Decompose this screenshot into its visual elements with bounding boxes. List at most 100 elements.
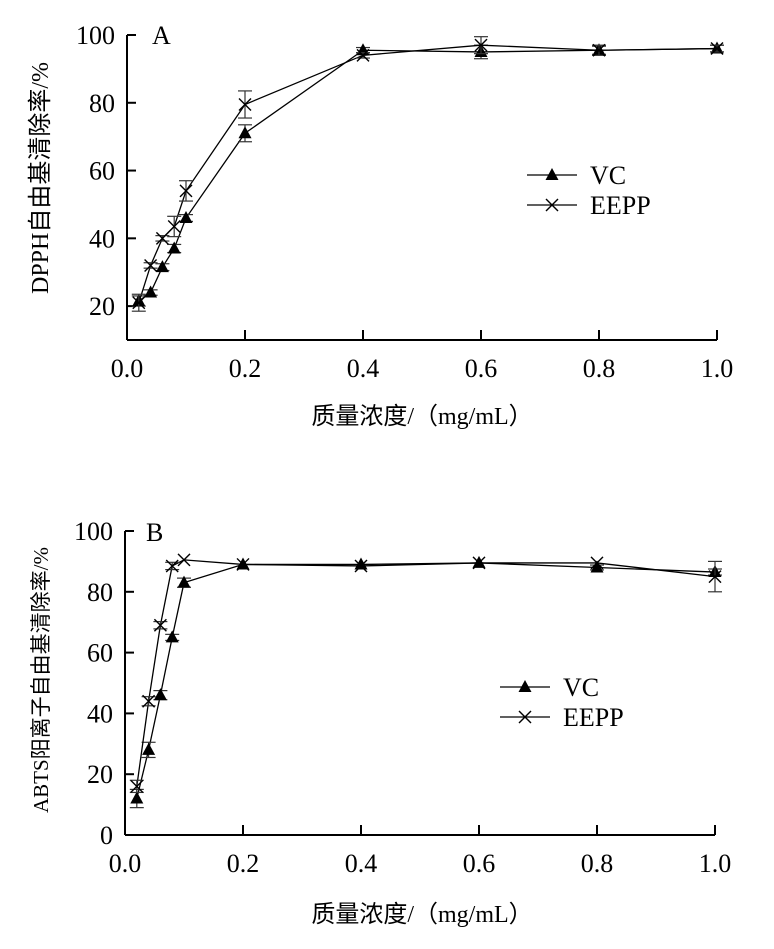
x-marker-stroke xyxy=(356,48,370,62)
data-point-eepp xyxy=(356,48,370,62)
data-point-vc xyxy=(165,630,179,643)
x-marker-stroke xyxy=(132,296,146,310)
y-tick-label: 40 xyxy=(89,224,115,253)
y-tick-label: 60 xyxy=(87,639,113,668)
data-point-vc xyxy=(177,575,191,588)
x-marker-stroke xyxy=(167,219,181,233)
x-marker-stroke xyxy=(155,231,169,245)
data-point-eepp xyxy=(153,618,167,632)
series-eepp xyxy=(129,553,722,794)
data-point-vc xyxy=(236,557,250,570)
x-tick-label: 0.6 xyxy=(463,849,496,878)
y-tick-label: 80 xyxy=(89,89,115,118)
data-point-vc xyxy=(130,791,144,804)
data-point-eepp xyxy=(590,556,604,570)
x-tick-label: 0.4 xyxy=(347,354,380,383)
x-marker-stroke xyxy=(474,38,488,52)
data-point-eepp xyxy=(472,556,486,570)
data-point-vc xyxy=(155,260,169,273)
data-point-eepp xyxy=(155,231,169,245)
legend-label-vc: VC xyxy=(563,673,599,702)
data-point-vc xyxy=(472,555,486,568)
x-axis-title: 质量浓度/（mg/mL） xyxy=(311,901,532,928)
chart-panel-b: 0 20 40 60 80 100 0.0 0.2 0.4 0.6 0.8 1.0 质量浓度/（mg/m… xyxy=(29,517,731,928)
x-tick-label: 1.0 xyxy=(701,354,734,383)
x-marker-stroke xyxy=(590,556,604,570)
y-tick-label: 80 xyxy=(87,578,113,607)
x-marker-stroke xyxy=(179,184,193,198)
data-point-eepp xyxy=(592,43,606,57)
data-point-vc xyxy=(354,557,368,570)
x-marker-stroke xyxy=(142,694,156,708)
x-marker-stroke xyxy=(130,779,144,793)
data-point-eepp xyxy=(236,557,250,571)
data-point-vc xyxy=(167,241,181,254)
x-marker-stroke xyxy=(708,570,722,584)
y-tick-label: 20 xyxy=(87,760,113,789)
data-point-eepp xyxy=(179,184,193,198)
x-marker-stroke xyxy=(472,556,486,570)
x-marker-stroke xyxy=(518,710,532,724)
data-point-eepp xyxy=(132,296,146,310)
x-axis-title: 质量浓度/（mg/mL） xyxy=(311,403,532,430)
legend-marker-vc xyxy=(518,680,532,692)
x-tick-label: 0.0 xyxy=(109,849,142,878)
legend-label-eepp: EEPP xyxy=(590,191,651,220)
y-tick-label: 0 xyxy=(100,821,113,850)
y-tick-label: 100 xyxy=(74,517,113,546)
data-point-vc xyxy=(142,742,156,755)
series-line-eepp xyxy=(136,559,716,787)
legend-marker-eepp xyxy=(545,198,559,212)
data-point-vc xyxy=(238,126,252,139)
data-point-eepp xyxy=(144,258,158,272)
series-eepp xyxy=(131,36,724,312)
data-point-eepp xyxy=(130,779,144,793)
data-point-eepp xyxy=(165,559,179,573)
data-point-eepp xyxy=(142,694,156,708)
x-marker-stroke xyxy=(236,557,250,571)
legend-label-eepp: EEPP xyxy=(563,703,624,732)
x-tick-label: 0.2 xyxy=(229,354,262,383)
x-marker-stroke xyxy=(710,42,724,56)
y-tick-label: 60 xyxy=(89,157,115,186)
x-tick-label: 0.8 xyxy=(581,849,614,878)
chart-panel-a: 20 40 60 80 100 0.0 0.2 0.4 0.6 0.8 1.0 质量浓度/（mg/mL… xyxy=(27,21,733,430)
data-point-eepp xyxy=(238,97,252,111)
x-marker-stroke xyxy=(177,553,191,567)
x-marker-stroke xyxy=(545,198,559,212)
data-point-eepp xyxy=(708,570,722,584)
x-tick-label: 0.0 xyxy=(111,354,144,383)
y-axis-title: DPPH自由基清除率/% xyxy=(27,62,54,294)
data-point-eepp xyxy=(474,38,488,52)
data-point-eepp xyxy=(710,42,724,56)
x-marker-stroke xyxy=(354,559,368,573)
legend-marker-eepp xyxy=(518,710,532,724)
series-line-vc xyxy=(138,47,718,302)
data-point-vc xyxy=(179,211,193,223)
y-tick-label: 100 xyxy=(76,21,115,50)
x-marker-stroke xyxy=(165,559,179,573)
x-marker-stroke xyxy=(238,97,252,111)
panel-label: B xyxy=(146,518,163,547)
data-point-eepp xyxy=(167,219,181,233)
panel-label: A xyxy=(152,21,171,50)
data-point-vc xyxy=(590,560,604,573)
legend-label-vc: VC xyxy=(590,161,626,190)
x-marker-stroke xyxy=(144,258,158,272)
series-vc xyxy=(131,41,724,307)
x-tick-label: 0.4 xyxy=(345,849,378,878)
y-tick-label: 40 xyxy=(87,699,113,728)
legend-marker-vc xyxy=(545,168,559,180)
x-marker-stroke xyxy=(153,618,167,632)
data-point-vc xyxy=(153,688,167,701)
series-line-vc xyxy=(136,562,716,799)
x-tick-label: 0.2 xyxy=(227,849,260,878)
y-axis-title: ABTS阳离子自由基清除率/% xyxy=(29,547,53,813)
series-vc xyxy=(129,555,722,809)
series-line-eepp xyxy=(138,44,718,303)
y-tick-label: 20 xyxy=(89,292,115,321)
data-point-vc xyxy=(144,285,158,298)
